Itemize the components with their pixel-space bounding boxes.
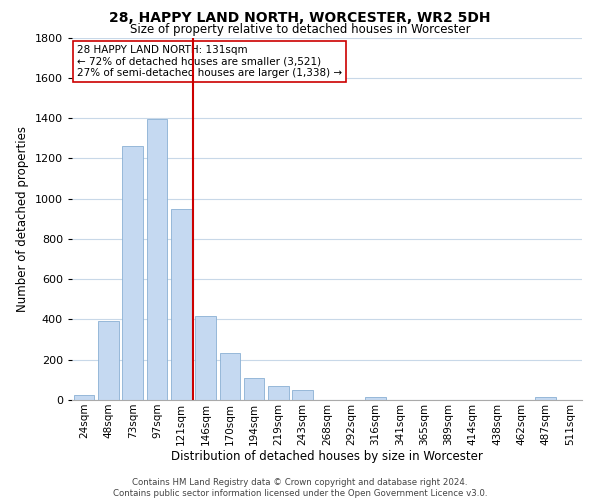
Bar: [74, 395, 94, 400]
Bar: [220, 352, 240, 400]
Bar: [535, 397, 556, 400]
Bar: [195, 316, 216, 400]
Bar: [365, 397, 386, 400]
Bar: [122, 146, 143, 400]
Bar: [98, 322, 119, 400]
Bar: [292, 390, 313, 400]
Text: Contains HM Land Registry data © Crown copyright and database right 2024.
Contai: Contains HM Land Registry data © Crown c…: [113, 478, 487, 498]
Y-axis label: Number of detached properties: Number of detached properties: [16, 126, 29, 312]
Text: 28, HAPPY LAND NORTH, WORCESTER, WR2 5DH: 28, HAPPY LAND NORTH, WORCESTER, WR2 5DH: [109, 12, 491, 26]
Bar: [244, 378, 265, 400]
Bar: [268, 386, 289, 400]
Text: Size of property relative to detached houses in Worcester: Size of property relative to detached ho…: [130, 22, 470, 36]
Bar: [171, 208, 191, 400]
X-axis label: Distribution of detached houses by size in Worcester: Distribution of detached houses by size …: [171, 450, 483, 464]
Text: 28 HAPPY LAND NORTH: 131sqm
← 72% of detached houses are smaller (3,521)
27% of : 28 HAPPY LAND NORTH: 131sqm ← 72% of det…: [77, 45, 342, 78]
Bar: [146, 119, 167, 400]
